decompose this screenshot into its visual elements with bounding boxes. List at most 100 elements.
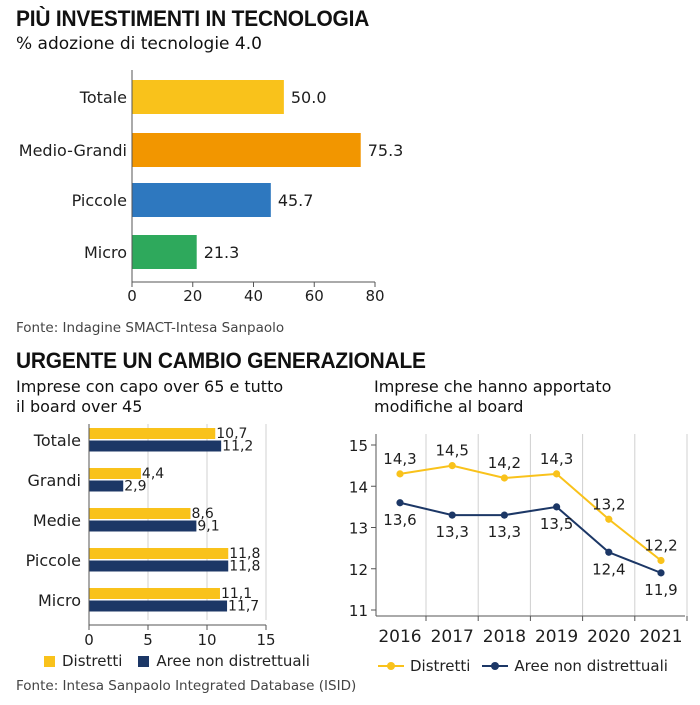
value-label-medio-grandi: 75.3 bbox=[368, 141, 404, 160]
category-label-medie: Medie bbox=[33, 511, 81, 530]
legend-swatch-distretti bbox=[44, 655, 55, 667]
legend-line-distretti bbox=[378, 660, 404, 672]
x-tick-label-0: 0 bbox=[127, 287, 137, 305]
point-aree-2018 bbox=[500, 511, 508, 519]
category-label-totale: Totale bbox=[79, 88, 127, 107]
bar-totale-aree bbox=[89, 440, 222, 452]
board-changes-line-chart: 11 12 13 14 15 2016 2017 2018 2019 2020 2021 14,3 14… bbox=[349, 434, 688, 647]
left-chart-subtitle-line2: il board over 45 bbox=[16, 397, 143, 416]
data-label-aree-2020: 12,4 bbox=[592, 560, 625, 578]
point-distretti-2021 bbox=[657, 556, 665, 565]
legend-label-aree: Aree non distrettuali bbox=[156, 652, 310, 670]
point-distretti-2016 bbox=[396, 470, 404, 478]
category-label-totale: Totale bbox=[33, 431, 81, 450]
bar-grandi-aree bbox=[89, 480, 124, 492]
category-label-micro: Micro bbox=[84, 243, 127, 262]
legend-line-label-distretti: Distretti bbox=[410, 657, 471, 675]
x-tick-label-2018: 2018 bbox=[483, 627, 526, 647]
x-tick-label-2020: 2020 bbox=[587, 627, 630, 647]
section1-title: PIÙ INVESTIMENTI IN TECNOLOGIA bbox=[16, 6, 370, 31]
right-chart-subtitle-line1: Imprese che hanno apportato bbox=[374, 377, 612, 396]
x-tick-label-40: 40 bbox=[244, 287, 263, 305]
data-label-aree-2018: 13,3 bbox=[488, 523, 521, 541]
category-label-piccole: Piccole bbox=[26, 551, 81, 570]
left-chart-subtitle: Imprese con capo over 65 e tutto il boar… bbox=[16, 377, 283, 417]
y-tick-label-14: 14 bbox=[349, 478, 368, 496]
x-tick-label-5: 5 bbox=[143, 631, 153, 649]
right-chart-subtitle-line2: modifiche al board bbox=[374, 397, 524, 416]
x-tick-label-2017: 2017 bbox=[431, 627, 474, 647]
x-tick-label-20: 20 bbox=[183, 287, 202, 305]
value-label-medie-distretti: 8,6 bbox=[191, 506, 213, 522]
right-chart-subtitle: Imprese che hanno apportato modifiche al… bbox=[374, 377, 611, 417]
x-tick-label-0: 0 bbox=[84, 631, 94, 649]
data-label-distretti-2016: 14,3 bbox=[383, 450, 416, 468]
legend-swatch-aree bbox=[138, 655, 150, 667]
x-tick-label-2016: 2016 bbox=[378, 627, 421, 647]
x-tick-label-10: 10 bbox=[197, 631, 216, 649]
bar-piccole-distretti bbox=[89, 548, 229, 559]
data-label-distretti-2018: 14,2 bbox=[488, 454, 521, 472]
point-distretti-2020 bbox=[605, 515, 613, 523]
series-line-aree bbox=[399, 501, 662, 574]
bar-totale bbox=[132, 80, 284, 114]
value-label-totale-distretti: 10,7 bbox=[216, 426, 247, 442]
x-tick-label-2019: 2019 bbox=[535, 627, 578, 647]
data-label-aree-2019: 13,5 bbox=[540, 515, 573, 533]
right-chart-legend: Distretti Aree non distrettuali bbox=[378, 657, 668, 675]
value-label-piccole-aree: 11,8 bbox=[229, 559, 260, 575]
data-label-aree-2021: 11,9 bbox=[644, 581, 677, 599]
category-label-grandi: Grandi bbox=[27, 471, 81, 490]
value-label-totale: 50.0 bbox=[291, 88, 327, 107]
bar-micro bbox=[132, 235, 197, 269]
left-chart-legend: Distretti Aree non distrettuali bbox=[44, 652, 310, 670]
bar-micro-distretti bbox=[89, 588, 220, 599]
point-distretti-2017 bbox=[448, 462, 456, 470]
point-aree-2020 bbox=[605, 548, 613, 556]
x-tick-label-80: 80 bbox=[365, 287, 384, 305]
left-chart-subtitle-line1: Imprese con capo over 65 e tutto bbox=[16, 377, 284, 396]
value-label-micro-distretti: 11,1 bbox=[221, 586, 252, 602]
value-label-medie-aree: 9,1 bbox=[197, 519, 219, 535]
category-label-medio-grandi: Medio-Grandi bbox=[19, 141, 127, 160]
section1-subtitle: % adozione di tecnologie 4.0 bbox=[16, 34, 262, 54]
data-label-distretti-2017: 14,5 bbox=[435, 442, 468, 460]
value-label-grandi-aree: 2,9 bbox=[124, 479, 146, 495]
y-tick-label-11: 11 bbox=[349, 602, 368, 620]
bar-piccole-aree bbox=[89, 560, 229, 572]
point-aree-2021 bbox=[657, 569, 665, 577]
value-label-totale-aree: 11,2 bbox=[222, 439, 253, 455]
data-label-aree-2016: 13,6 bbox=[383, 511, 416, 529]
data-label-distretti-2020: 13,2 bbox=[592, 495, 625, 513]
bar-medie-distretti bbox=[89, 508, 191, 519]
series-line-distretti bbox=[399, 464, 662, 562]
data-label-distretti-2019: 14,3 bbox=[540, 450, 573, 468]
bar-micro-aree bbox=[89, 600, 228, 612]
section2-title: URGENTE UN CAMBIO GENERAZIONALE bbox=[16, 348, 426, 373]
point-distretti-2018 bbox=[500, 474, 508, 482]
point-aree-2019 bbox=[553, 503, 561, 511]
point-distretti-2019 bbox=[553, 470, 561, 478]
x-tick-label-60: 60 bbox=[305, 287, 324, 305]
value-label-piccole-distretti: 11,8 bbox=[229, 546, 260, 562]
legend-line-aree bbox=[482, 660, 509, 672]
bar-grandi-distretti bbox=[89, 468, 141, 479]
value-label-micro: 21.3 bbox=[204, 243, 240, 262]
value-label-micro-aree: 11,7 bbox=[228, 599, 259, 615]
category-label-piccole: Piccole bbox=[72, 191, 127, 210]
y-tick-label-15: 15 bbox=[349, 437, 368, 455]
value-label-piccole: 45.7 bbox=[278, 191, 314, 210]
succession-bar-chart: Totale 10,711,2 Grandi 4,42,9 Medie 8,69,1 Pic… bbox=[26, 424, 276, 649]
data-label-distretti-2021: 12,2 bbox=[644, 537, 677, 555]
y-tick-label-13: 13 bbox=[349, 520, 368, 538]
section1-source: Fonte: Indagine SMACT-Intesa Sanpaolo bbox=[16, 320, 285, 336]
value-label-grandi-distretti: 4,4 bbox=[142, 466, 164, 482]
bar-totale-distretti bbox=[89, 428, 216, 439]
bar-piccole bbox=[132, 183, 271, 217]
point-aree-2016 bbox=[396, 499, 404, 507]
bar-medio-grandi bbox=[132, 133, 361, 167]
legend-label-distretti: Distretti bbox=[62, 652, 123, 670]
tech-adoption-chart: Totale 50.0 Medio-Grandi 75.3 Piccole 45.7 Mic… bbox=[19, 70, 404, 305]
y-tick-label-12: 12 bbox=[349, 561, 368, 579]
bar-medie-aree bbox=[89, 520, 197, 532]
